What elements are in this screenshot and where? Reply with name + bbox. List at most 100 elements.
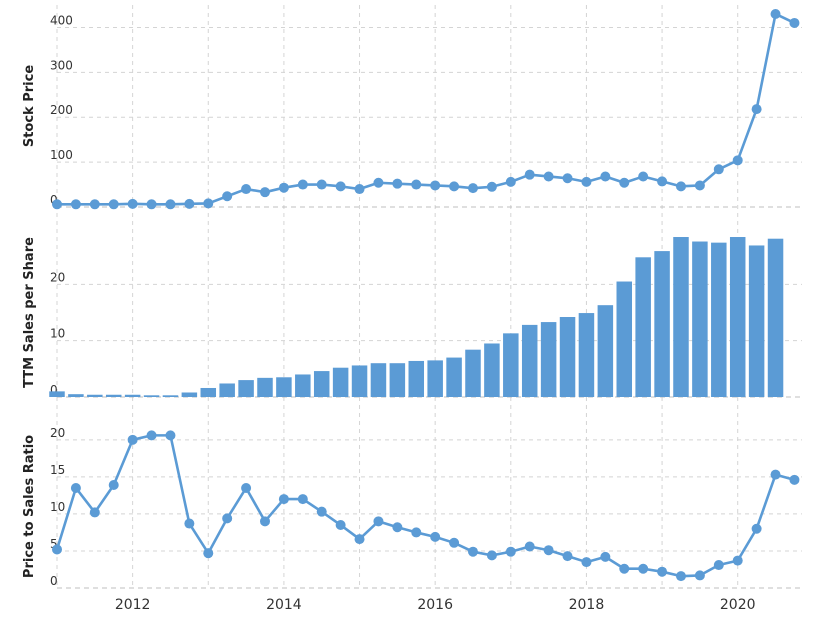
y-tick-label: 20 bbox=[50, 426, 65, 440]
data-point bbox=[335, 520, 346, 531]
bar bbox=[711, 242, 727, 397]
y-tick-label: 0 bbox=[50, 193, 58, 207]
bar bbox=[162, 395, 179, 397]
data-point bbox=[52, 544, 62, 555]
panel-1: 0 100 200 300 400 Stock Price bbox=[22, 8, 802, 210]
x-tick-label: 2012 bbox=[115, 597, 151, 613]
x-axis: 2012 2014 2016 2018 2020 bbox=[115, 597, 756, 613]
data-point bbox=[543, 545, 554, 556]
data-point bbox=[411, 527, 422, 538]
data-point bbox=[89, 507, 100, 518]
bar bbox=[521, 324, 538, 397]
x-tick-label: 2018 bbox=[569, 597, 605, 613]
data-point bbox=[354, 534, 365, 545]
bar bbox=[257, 377, 273, 397]
y-tick-label: 15 bbox=[50, 463, 65, 477]
series-line bbox=[55, 434, 795, 578]
y-tick-label: 100 bbox=[50, 148, 73, 162]
y-tick-label: 0 bbox=[50, 574, 58, 588]
data-point bbox=[694, 570, 705, 581]
data-point bbox=[486, 550, 497, 561]
data-point bbox=[316, 506, 327, 517]
data-point bbox=[354, 184, 365, 195]
series-line bbox=[57, 12, 795, 206]
y-tick-label: 10 bbox=[50, 327, 65, 341]
data-point bbox=[222, 191, 233, 202]
data-point bbox=[789, 17, 800, 28]
data-point bbox=[222, 513, 233, 524]
data-point bbox=[411, 179, 422, 190]
data-point bbox=[713, 164, 724, 175]
bar bbox=[767, 238, 784, 397]
data-point bbox=[657, 176, 668, 187]
data-point bbox=[108, 480, 119, 491]
bar bbox=[219, 383, 235, 397]
bar bbox=[559, 317, 576, 397]
data-point bbox=[467, 183, 478, 194]
y-tick-label: 200 bbox=[50, 103, 73, 117]
data-point bbox=[297, 179, 308, 190]
data-point bbox=[373, 516, 384, 527]
bar bbox=[238, 380, 254, 397]
data-point bbox=[713, 560, 724, 571]
bar bbox=[427, 360, 443, 397]
bar bbox=[503, 333, 519, 397]
bar bbox=[748, 245, 765, 397]
data-point bbox=[524, 541, 535, 552]
bar bbox=[635, 257, 651, 397]
panel-2: 0 10 20 TTM Sales per Share bbox=[22, 237, 802, 398]
data-point bbox=[108, 199, 119, 210]
data-point bbox=[89, 199, 100, 210]
data-point bbox=[657, 566, 668, 577]
data-point bbox=[562, 551, 573, 562]
data-point bbox=[505, 176, 516, 187]
data-point bbox=[524, 169, 535, 180]
data-point bbox=[449, 181, 460, 192]
data-point bbox=[600, 171, 611, 182]
data-point bbox=[581, 176, 592, 187]
data-point bbox=[543, 171, 554, 182]
bar bbox=[465, 349, 481, 397]
data-point bbox=[241, 184, 252, 195]
data-point bbox=[316, 179, 327, 190]
data-point bbox=[562, 173, 573, 184]
bar bbox=[729, 237, 746, 397]
data-point bbox=[392, 178, 403, 189]
bar bbox=[673, 237, 689, 397]
data-point bbox=[278, 494, 289, 505]
data-point bbox=[165, 199, 176, 210]
y-tick-label: 10 bbox=[50, 500, 65, 514]
x-tick-label: 2020 bbox=[720, 597, 756, 613]
y-tick-label: 5 bbox=[50, 537, 58, 551]
data-point bbox=[259, 187, 270, 198]
bar bbox=[484, 343, 500, 397]
data-point bbox=[70, 482, 81, 493]
bar bbox=[295, 374, 311, 397]
data-point bbox=[789, 474, 800, 485]
data-point bbox=[732, 155, 743, 166]
data-point bbox=[675, 571, 686, 582]
panel-3: 0 5 10 15 20 Price to Sales Ratio bbox=[22, 426, 802, 589]
bar bbox=[313, 371, 330, 397]
data-point bbox=[278, 182, 289, 193]
bar bbox=[370, 363, 387, 397]
bar bbox=[446, 357, 462, 397]
bar bbox=[49, 391, 65, 397]
data-point bbox=[373, 177, 384, 188]
bar bbox=[408, 360, 425, 397]
data-point bbox=[259, 516, 270, 527]
data-point bbox=[638, 171, 649, 182]
data-point bbox=[70, 199, 81, 210]
data-point bbox=[751, 523, 762, 534]
bar bbox=[578, 313, 595, 397]
bar bbox=[389, 363, 406, 397]
data-point bbox=[770, 469, 781, 480]
bar bbox=[332, 367, 349, 397]
data-point bbox=[203, 548, 214, 559]
x-tick-label: 2014 bbox=[266, 597, 302, 613]
data-point bbox=[467, 546, 478, 557]
bar bbox=[105, 394, 122, 397]
data-point bbox=[694, 180, 705, 191]
